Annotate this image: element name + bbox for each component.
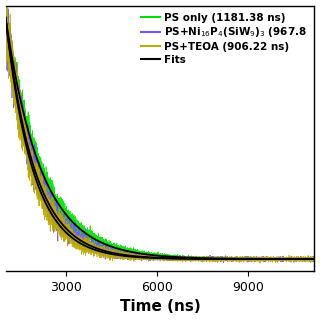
- Legend: PS only (1181.38 ns), PS+Ni$_{16}$P$_4$(SiW$_9$)$_3$ (967.8, PS+TEOA (906.22 ns): PS only (1181.38 ns), PS+Ni$_{16}$P$_4$(…: [140, 11, 309, 67]
- X-axis label: Time (ns): Time (ns): [120, 300, 200, 315]
